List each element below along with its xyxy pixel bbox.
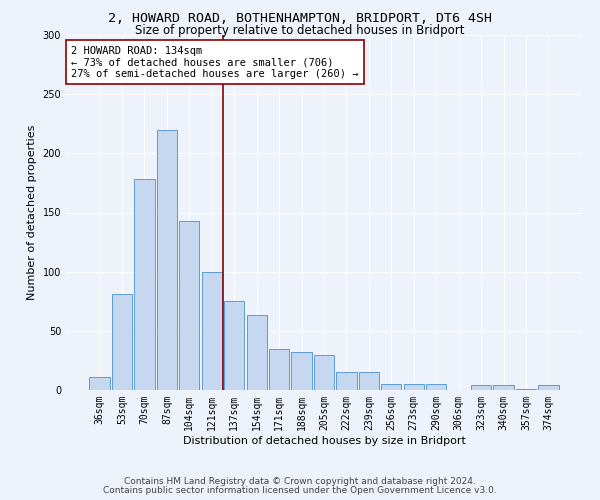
Bar — [359, 372, 379, 390]
Bar — [269, 348, 289, 390]
Text: 2 HOWARD ROAD: 134sqm
← 73% of detached houses are smaller (706)
27% of semi-det: 2 HOWARD ROAD: 134sqm ← 73% of detached … — [71, 46, 359, 79]
Bar — [404, 384, 424, 390]
Text: Size of property relative to detached houses in Bridport: Size of property relative to detached ho… — [135, 24, 465, 37]
Bar — [224, 301, 244, 390]
Text: Contains HM Land Registry data © Crown copyright and database right 2024.: Contains HM Land Registry data © Crown c… — [124, 477, 476, 486]
X-axis label: Distribution of detached houses by size in Bridport: Distribution of detached houses by size … — [182, 436, 466, 446]
Bar — [337, 372, 356, 390]
Text: Contains public sector information licensed under the Open Government Licence v3: Contains public sector information licen… — [103, 486, 497, 495]
Bar — [538, 386, 559, 390]
Bar — [134, 180, 155, 390]
Bar — [179, 221, 199, 390]
Bar — [202, 272, 222, 390]
Bar — [157, 130, 177, 390]
Bar — [426, 384, 446, 390]
Bar — [247, 316, 267, 390]
Bar — [493, 386, 514, 390]
Y-axis label: Number of detached properties: Number of detached properties — [27, 125, 37, 300]
Bar — [471, 386, 491, 390]
Bar — [314, 354, 334, 390]
Text: 2, HOWARD ROAD, BOTHENHAMPTON, BRIDPORT, DT6 4SH: 2, HOWARD ROAD, BOTHENHAMPTON, BRIDPORT,… — [108, 12, 492, 26]
Bar — [292, 352, 311, 390]
Bar — [112, 294, 132, 390]
Bar — [381, 384, 401, 390]
Bar — [516, 389, 536, 390]
Bar — [89, 377, 110, 390]
